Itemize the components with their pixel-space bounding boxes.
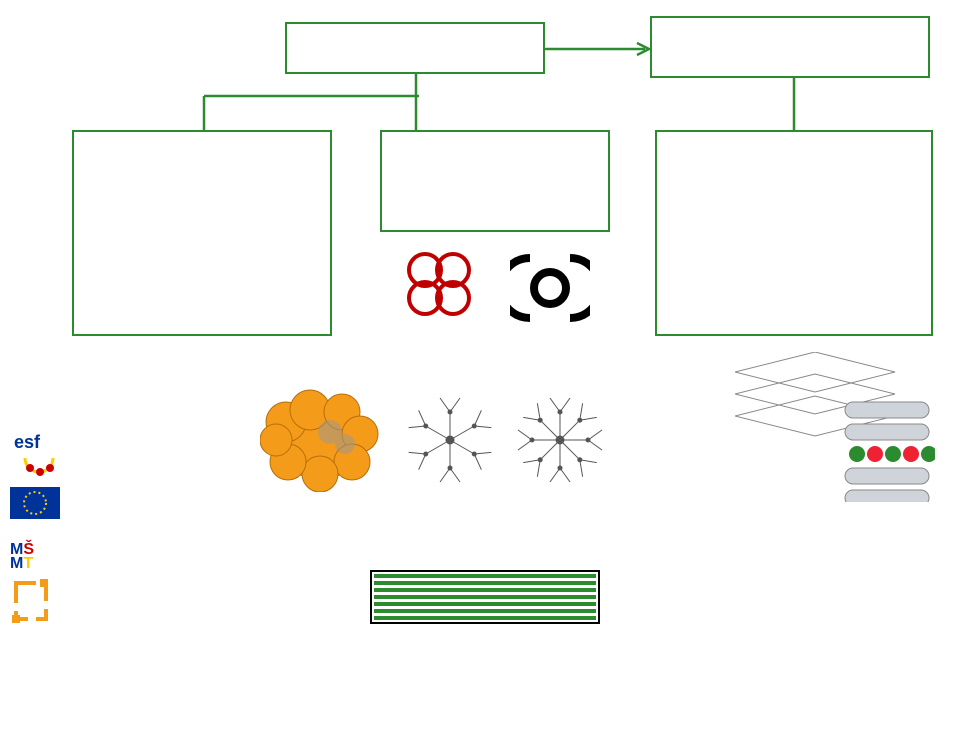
grid-icon xyxy=(150,390,258,498)
ring-icon xyxy=(510,248,590,328)
title-box xyxy=(285,22,545,74)
sidebar-logos: esf MŠ MT xyxy=(10,428,68,636)
opvk-logo xyxy=(10,577,60,627)
four-circles-icon xyxy=(405,250,475,320)
subtitle-box xyxy=(650,16,930,78)
hex-lattice-icon xyxy=(670,510,940,700)
svg-text:MT: MT xyxy=(10,555,33,568)
layered-sheets-icon xyxy=(735,352,935,502)
esf-logo: esf xyxy=(10,428,60,478)
col1-box xyxy=(72,130,332,336)
msmt-logo: MŠ MT xyxy=(10,538,60,568)
particle-cloud-icon xyxy=(260,382,390,492)
svg-text:esf: esf xyxy=(14,432,41,452)
scatter-squares-icon xyxy=(150,560,240,660)
eu-flag-logo xyxy=(10,487,60,529)
nanovrstvy-box xyxy=(370,570,600,624)
dendrimer-icon xyxy=(400,385,630,495)
col2-box xyxy=(380,130,610,232)
col3-box xyxy=(655,130,933,336)
